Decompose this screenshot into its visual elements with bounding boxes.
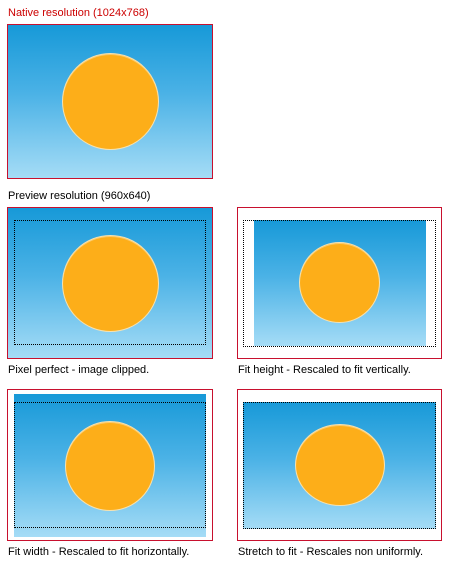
sun-ellipse bbox=[295, 424, 385, 506]
fit-width-caption: Fit width - Rescaled to fit horizontally… bbox=[8, 546, 190, 558]
fit-height-caption: Fit height - Rescaled to fit vertically. bbox=[238, 364, 411, 376]
preview-resolution-caption: Preview resolution (960x640) bbox=[8, 190, 151, 202]
fit-height-image bbox=[254, 220, 426, 346]
sun-circle bbox=[62, 53, 159, 150]
fit-height-frame bbox=[237, 207, 442, 359]
native-resolution-frame bbox=[7, 24, 213, 179]
pixel-perfect-frame bbox=[7, 207, 213, 359]
pixel-perfect-caption: Pixel perfect - image clipped. bbox=[8, 364, 150, 376]
sun-circle bbox=[65, 421, 155, 511]
native-image bbox=[8, 25, 212, 178]
pixel-perfect-image bbox=[8, 208, 212, 358]
stretch-to-fit-frame bbox=[237, 389, 442, 541]
sun-circle bbox=[62, 235, 159, 332]
fit-width-image bbox=[14, 394, 206, 537]
sun-circle bbox=[299, 242, 380, 323]
fit-width-frame bbox=[7, 389, 213, 541]
stretch-to-fit-image bbox=[243, 402, 436, 529]
native-resolution-caption: Native resolution (1024x768) bbox=[8, 7, 149, 19]
stretch-to-fit-caption: Stretch to fit - Rescales non uniformly. bbox=[238, 546, 424, 558]
